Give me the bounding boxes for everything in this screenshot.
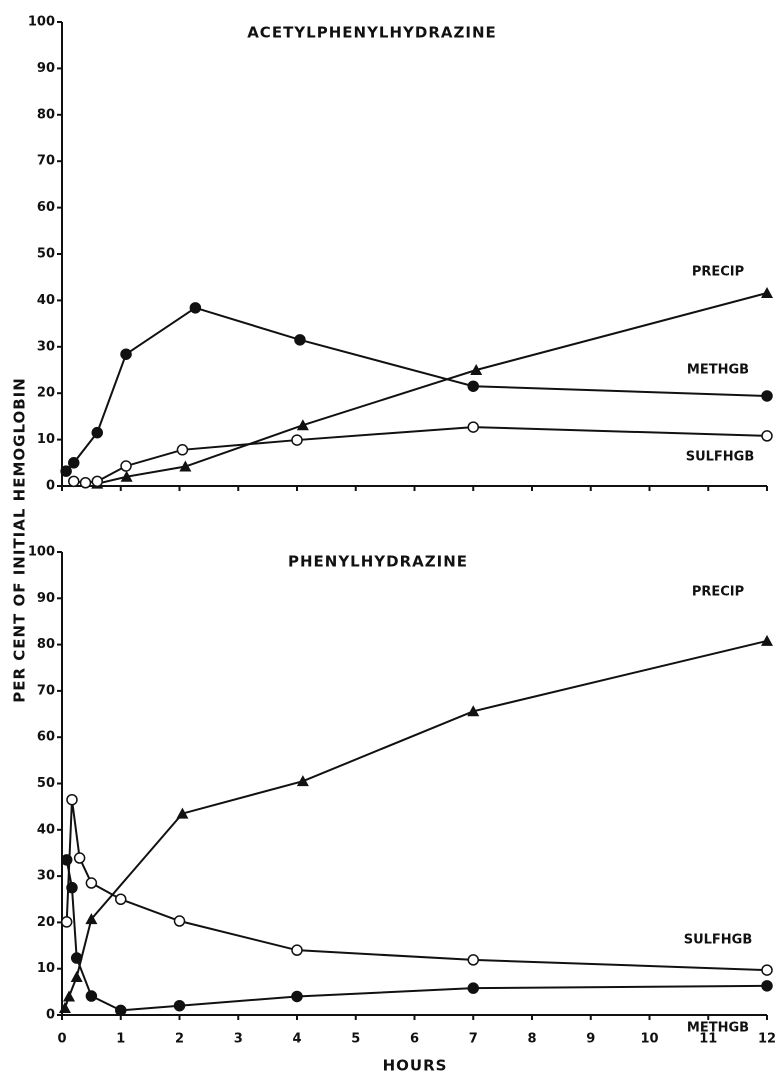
marker <box>120 460 132 472</box>
x-tick-label: 7 <box>469 1032 478 1047</box>
y-tick-label: 90 <box>37 591 55 606</box>
y-tick-label: 100 <box>28 15 55 30</box>
marker <box>91 475 103 488</box>
series-label: SULFHGB <box>684 933 753 948</box>
marker <box>70 971 83 983</box>
marker <box>60 916 73 928</box>
marker <box>761 390 773 402</box>
marker <box>63 990 76 1002</box>
marker <box>189 302 202 314</box>
y-tick-label: 60 <box>37 200 55 215</box>
marker <box>68 475 80 488</box>
y-tick-label: 10 <box>37 961 55 976</box>
y-tick-label: 60 <box>37 730 55 745</box>
y-tick-label: 70 <box>37 154 55 169</box>
x-tick-label: 12 <box>758 1032 776 1047</box>
y-tick-label: 100 <box>28 545 55 560</box>
marker <box>296 419 309 431</box>
x-tick-label: 5 <box>351 1032 360 1047</box>
y-tick-label: 0 <box>46 1008 55 1023</box>
y-tick-label: 70 <box>37 683 55 698</box>
marker <box>66 793 78 806</box>
marker <box>467 705 480 717</box>
marker <box>68 457 80 469</box>
series-line <box>63 639 768 1009</box>
series-label: PRECIP <box>692 265 744 280</box>
x-tick-label: 11 <box>699 1032 717 1047</box>
marker <box>173 999 186 1012</box>
x-tick-label: 4 <box>292 1032 301 1047</box>
y-tick-label: 90 <box>37 61 55 76</box>
marker <box>70 952 83 964</box>
y-axis-label: PER CENT OF INITIAL HEMOGLOBIN <box>11 377 29 703</box>
y-tick-label: 40 <box>37 293 55 308</box>
marker <box>761 980 773 992</box>
marker <box>85 877 98 889</box>
marker <box>66 881 78 894</box>
x-tick-label: 9 <box>586 1032 595 1047</box>
marker <box>761 634 773 646</box>
marker <box>60 465 72 477</box>
marker <box>467 982 479 994</box>
x-tick-label: 1 <box>116 1032 125 1047</box>
y-tick-label: 50 <box>37 247 55 262</box>
chart-title: ACETYLPHENYLHYDRAZINE <box>247 24 497 42</box>
x-tick-label: 0 <box>57 1032 66 1047</box>
marker <box>761 430 773 442</box>
marker <box>761 286 773 298</box>
y-tick-label: 20 <box>37 915 55 930</box>
y-tick-label: 50 <box>37 776 55 791</box>
x-axis-label: HOURS <box>383 1057 448 1075</box>
marker <box>79 477 92 489</box>
marker <box>85 990 98 1002</box>
marker <box>176 444 189 456</box>
y-tick-label: 40 <box>37 822 55 837</box>
series-label: SULFHGB <box>686 450 755 465</box>
marker <box>294 334 306 346</box>
series-label: METHGB <box>687 1021 749 1036</box>
y-tick-label: 80 <box>37 107 55 122</box>
marker <box>761 964 773 976</box>
x-tick-label: 6 <box>410 1032 419 1047</box>
y-tick-label: 0 <box>46 479 55 494</box>
chart-title: PHENYLHYDRAZINE <box>288 553 468 571</box>
marker <box>120 348 132 360</box>
series-line <box>73 426 768 484</box>
marker <box>291 434 303 446</box>
x-tick-label: 2 <box>175 1032 184 1047</box>
y-tick-label: 10 <box>37 432 55 447</box>
marker <box>115 1004 127 1017</box>
marker <box>85 913 98 925</box>
marker <box>58 1002 71 1014</box>
marker <box>179 460 192 472</box>
marker <box>60 854 73 866</box>
marker <box>470 364 483 375</box>
marker <box>91 426 103 439</box>
marker <box>291 990 303 1003</box>
y-tick-label: 20 <box>37 386 55 401</box>
marker <box>296 775 309 787</box>
series-line <box>65 859 768 1012</box>
marker <box>120 470 133 482</box>
x-tick-label: 10 <box>640 1032 658 1047</box>
y-tick-label: 80 <box>37 637 55 652</box>
x-tick-label: 8 <box>527 1032 536 1047</box>
marker <box>73 852 86 864</box>
series-label: PRECIP <box>692 585 744 600</box>
marker <box>291 944 303 956</box>
series-line <box>65 306 768 472</box>
marker <box>467 380 479 392</box>
marker <box>173 915 186 927</box>
marker <box>467 421 479 433</box>
marker <box>176 807 189 819</box>
y-tick-label: 30 <box>37 869 55 884</box>
marker <box>467 954 479 966</box>
marker <box>115 893 127 905</box>
series-line <box>97 292 768 485</box>
y-tick-label: 30 <box>37 339 55 354</box>
series-label: METHGB <box>687 363 749 378</box>
x-tick-label: 3 <box>234 1032 243 1047</box>
